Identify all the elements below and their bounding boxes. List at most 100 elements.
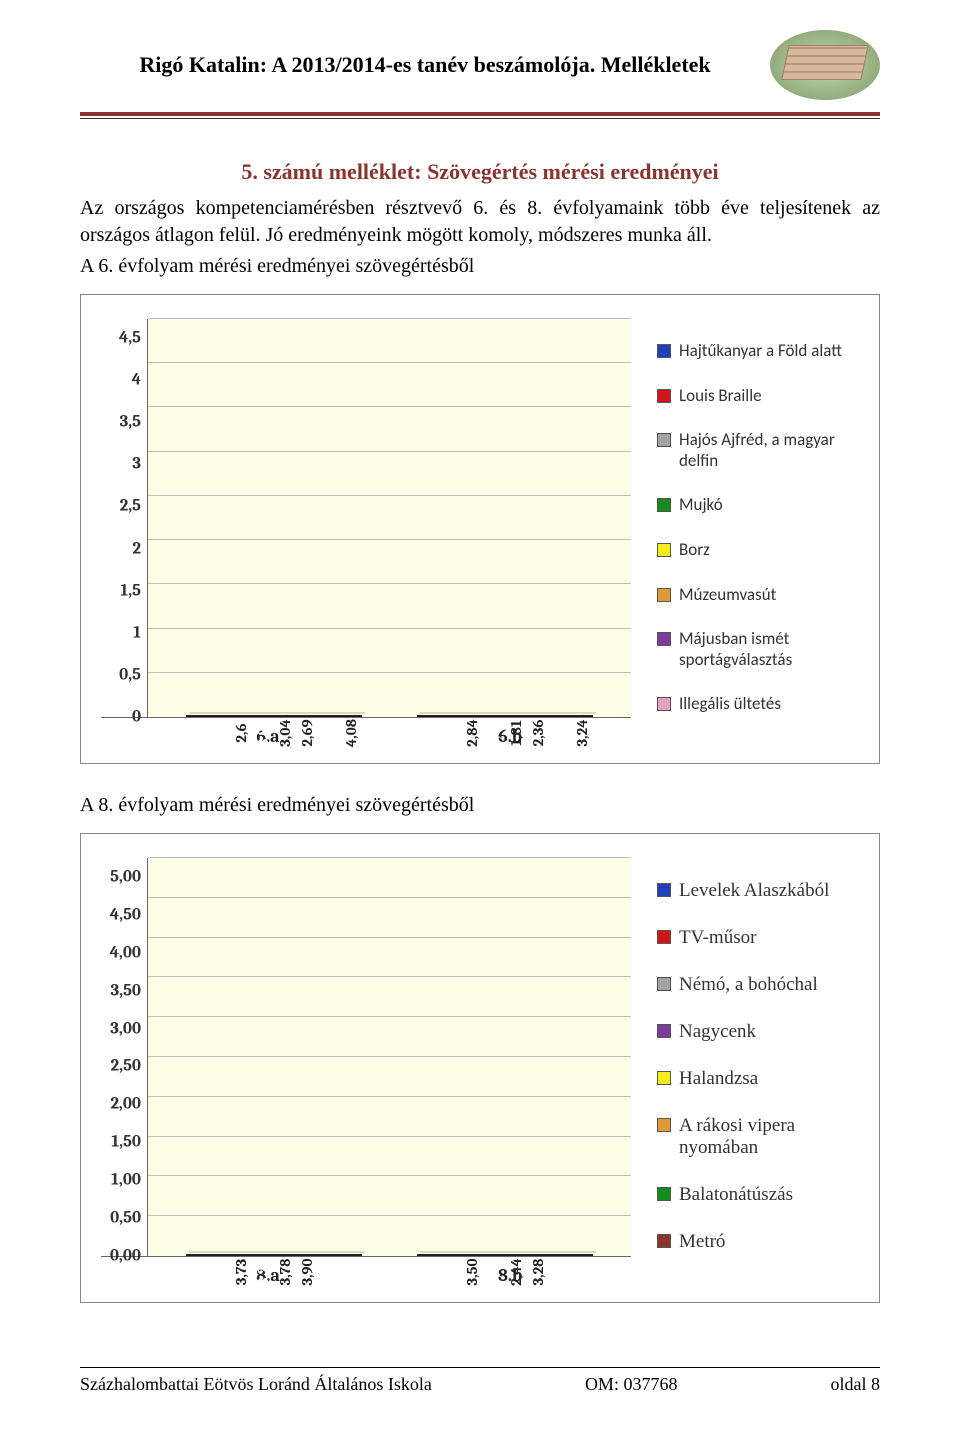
chart1-subhead: A 6. évfolyam mérési eredményei szövegér… [80,255,880,278]
bar: 3,26 [252,715,274,717]
y-tick-label: 0,00 [101,1246,141,1265]
chart1-container: 00,511,522,533,544,53,953,172,63,263,042… [80,294,880,764]
bar: 3,50 [461,1254,483,1256]
y-tick-label: 4,5 [101,329,141,348]
y-tick-label: 1,5 [101,581,141,600]
y-tick-label: 4,00 [101,943,141,962]
legend-label: Múzeumvasút [679,585,776,605]
bar-value-label: 4,08 [342,719,360,747]
footer-school: Százhalombattai Eötvös Loránd Általános … [80,1374,432,1395]
bar-value-label: 3,24 [573,719,591,746]
legend-label: Mujkó [679,495,723,515]
bar: 2,6 [230,715,252,717]
bar: 3,90 [296,1254,318,1256]
legend-swatch [657,697,671,711]
bar: 1,81 [505,715,527,717]
bar: 3,95 [208,1254,230,1256]
chart2-subhead: A 8. évfolyam mérési eredményei szövegér… [80,794,880,817]
legend-label: Hajós Ajfréd, a magyar delfin [679,430,859,471]
bar: 3,89 [340,1254,362,1256]
legend-label: Halandzsa [679,1068,758,1091]
bar-value-label: 3,26 [254,720,272,747]
y-tick-label: 4,50 [101,905,141,924]
bar: 2,44 [505,1254,527,1256]
bar: 2,66 [483,1254,505,1256]
bar-value-label: 2,66 [485,1258,503,1285]
legend-label: Borz [679,540,710,560]
footer-rule [80,1367,880,1368]
bar-value-label: 3,78 [276,1259,294,1286]
bar: 3,64 [483,715,505,717]
footer-om: OM: 037768 [585,1374,678,1395]
bar: 4,52 [549,1254,571,1256]
y-axis: 0,000,501,001,502,002,503,003,504,004,50… [101,858,147,1256]
legend-item: Májusban ismét sportágválasztás [657,629,859,670]
plot-grid: 3,953,172,63,263,042,693,844,08 4,324,162… [147,319,631,717]
bar: 4,14 [186,1254,208,1256]
legend-swatch [657,344,671,358]
legend-label: A rákosi vipera nyomában [679,1115,859,1161]
y-tick-label: 0,50 [101,1209,141,1228]
legend-swatch [657,389,671,403]
legend-item: Hajtűkanyar a Föld alatt [657,341,859,361]
legend-item: Múzeumvasút [657,585,859,605]
legend-item: Borz [657,540,859,560]
bar-value-label: 3,17 [210,720,228,745]
bar: 2,81 [439,1254,461,1256]
bar-value-label: 3,20 [254,1259,272,1286]
legend-label: Illegális ültetés [679,694,781,714]
legend-swatch [657,433,671,447]
legend-item: Levelek Alaszkából [657,880,859,903]
chart2-container: 0,000,501,001,502,002,503,003,504,004,50… [80,833,880,1303]
bar-value-label: 3,64 [485,719,503,746]
bar-value-label: 3,95 [210,1259,228,1286]
legend-item: Illegális ültetés [657,694,859,714]
legend-swatch [657,632,671,646]
legend-swatch [657,977,671,991]
legend-item: Hajós Ajfréd, a magyar delfin [657,430,859,471]
plot-grid: 4,143,953,733,203,783,904,463,893,002,81… [147,858,631,1256]
legend-item: Halandzsa [657,1068,859,1091]
legend-swatch [657,588,671,602]
y-tick-label: 2,00 [101,1095,141,1114]
bar-group: 4,324,162,843,641,812,364,443,24 [417,715,593,717]
bar-value-label: 4,32 [419,719,437,746]
legend-swatch [657,543,671,557]
bar-value-label: 1,81 [507,720,525,746]
header-rule-thick [80,112,880,116]
legend-label: Hajtűkanyar a Föld alatt [679,341,842,361]
bar: 3,73 [230,1254,252,1256]
bar-value-label: 2,84 [463,719,481,747]
bar-value-label: 3,28 [529,1258,547,1285]
legend-swatch [657,1024,671,1038]
y-tick-label: 0,5 [101,665,141,684]
bar: 3,84 [318,715,340,717]
bar-value-label: 4,46 [320,1258,338,1286]
section-paragraph: Az országos kompetenciamérésben résztvev… [80,195,880,249]
bar: 3,28 [527,1254,549,1256]
legend-item: Nagycenk [657,1021,859,1044]
legend-swatch [657,1071,671,1085]
legend-label: TV-műsor [679,927,756,950]
legend-swatch [657,1187,671,1201]
y-tick-label: 3,50 [101,981,141,1000]
y-tick-label: 4 [101,371,141,390]
bar: 2,85 [571,1254,593,1256]
bar: 3,00 [417,1254,439,1256]
legend-label: Louis Braille [679,386,762,406]
bar: 2,36 [527,715,549,717]
legend-item: Metró [657,1231,859,1254]
bar-value-label: 3,73 [232,1259,250,1285]
legend-item: A rákosi vipera nyomában [657,1115,859,1161]
legend-item: Némó, a bohóchal [657,974,859,997]
legend-label: Levelek Alaszkából [679,880,829,903]
bar-value-label: 4,16 [441,720,459,747]
bar-value-label: 2,85 [573,1258,591,1285]
bar-value-label: 4,52 [551,1258,569,1285]
y-tick-label: 1,00 [101,1171,141,1190]
bar-group: 3,953,172,63,263,042,693,844,08 [186,715,362,717]
bar: 4,46 [318,1254,340,1256]
bar-value-label: 2,44 [507,1258,525,1286]
y-tick-label: 3,00 [101,1019,141,1038]
bar: 3,17 [208,715,230,717]
